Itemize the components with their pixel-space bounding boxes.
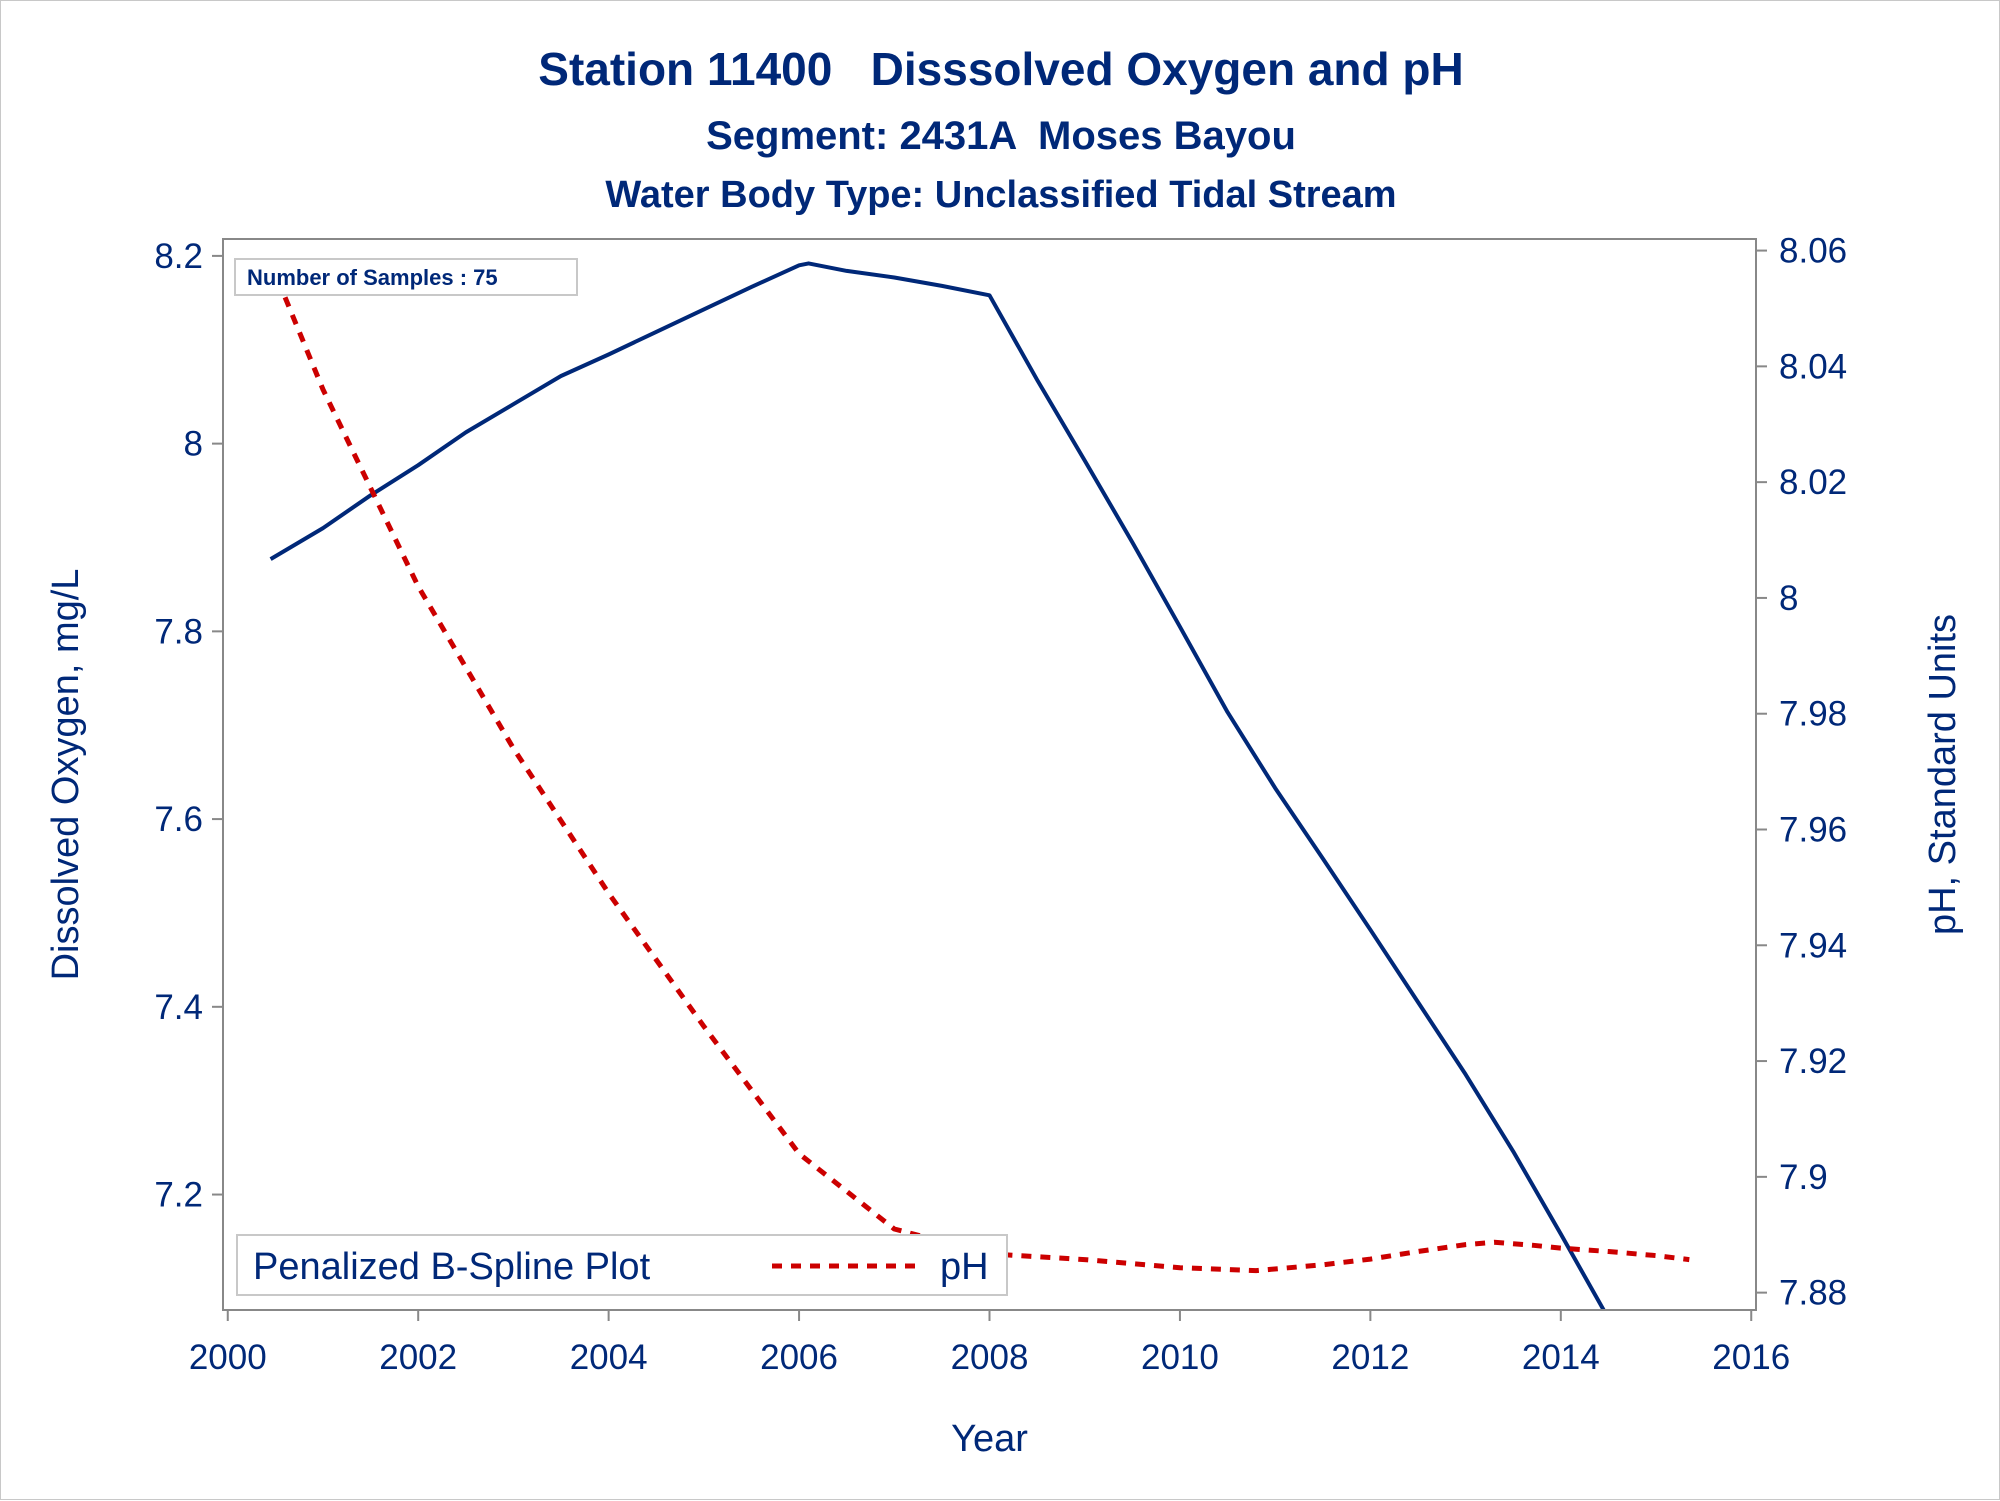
chart-subtitle-water-body: Water Body Type: Unclassified Tidal Stre… bbox=[605, 174, 1396, 216]
x-tick-label: 2002 bbox=[379, 1338, 457, 1377]
y-right-tick-label: 8 bbox=[1779, 579, 1798, 618]
y-left-tick-label: 7.2 bbox=[154, 1176, 203, 1215]
y-right-tick-label: 7.92 bbox=[1779, 1042, 1847, 1081]
y-right-tick-label: 8.04 bbox=[1779, 347, 1847, 386]
chart-title: Station 11400 Disssolved Oxygen and pH bbox=[538, 43, 1463, 95]
y-right-tick-label: 7.9 bbox=[1779, 1158, 1828, 1197]
y-left-tick-label: 8.2 bbox=[154, 237, 203, 276]
x-tick-label: 2010 bbox=[1141, 1338, 1219, 1377]
chart-subtitle-segment: Segment: 2431A Moses Bayou bbox=[706, 114, 1296, 158]
x-axis-title: Year bbox=[951, 1418, 1028, 1460]
x-tick-label: 2012 bbox=[1331, 1338, 1409, 1377]
series-layer bbox=[268, 261, 1690, 1310]
sample-count-text: Number of Samples : 75 bbox=[247, 265, 498, 290]
y-right-tick-label: 7.96 bbox=[1779, 810, 1847, 849]
legend-entry-ph: pH bbox=[940, 1246, 989, 1288]
y-left-tick-label: 7.8 bbox=[154, 612, 203, 651]
y-right-tick-label: 8.02 bbox=[1779, 463, 1847, 502]
x-tick-label: 2000 bbox=[189, 1338, 267, 1377]
y-axis-left-title: Dissolved Oxygen, mg/L bbox=[45, 569, 87, 981]
x-tick-label: 2016 bbox=[1712, 1338, 1790, 1377]
x-tick-label: 2006 bbox=[760, 1338, 838, 1377]
x-tick-label: 2014 bbox=[1522, 1338, 1600, 1377]
series-line-ph bbox=[268, 261, 1690, 1274]
sample-count-box bbox=[234, 258, 578, 296]
sample-count-note: Number of Samples : 75 bbox=[234, 258, 578, 296]
plot-area-frame bbox=[222, 238, 1757, 1311]
y-right-tick-label: 7.98 bbox=[1779, 695, 1847, 734]
y-right-tick-label: 7.94 bbox=[1779, 926, 1847, 965]
y-left-tick-label: 8 bbox=[184, 425, 203, 464]
legend: Penalized B-Spline Plot pH bbox=[236, 1234, 1008, 1296]
y-axis-right-title: pH, Standard Units bbox=[1922, 614, 1964, 935]
x-tick-label: 2008 bbox=[951, 1338, 1029, 1377]
y-left-tick-label: 7.4 bbox=[154, 988, 203, 1027]
y-right-tick-label: 7.88 bbox=[1779, 1274, 1847, 1313]
y-left-tick-label: 7.6 bbox=[154, 800, 203, 839]
axes-layer: 2000 2002 2004 2006 2008 2010 2012 2014 2016 7.2 7… bbox=[154, 232, 1847, 1377]
legend-title: Penalized B-Spline Plot bbox=[253, 1246, 651, 1288]
legend-box bbox=[236, 1234, 1008, 1296]
x-tick-label: 2004 bbox=[570, 1338, 648, 1377]
series-line-dissolved-oxygen bbox=[269, 261, 1606, 1310]
y-right-tick-label: 8.06 bbox=[1779, 232, 1847, 271]
